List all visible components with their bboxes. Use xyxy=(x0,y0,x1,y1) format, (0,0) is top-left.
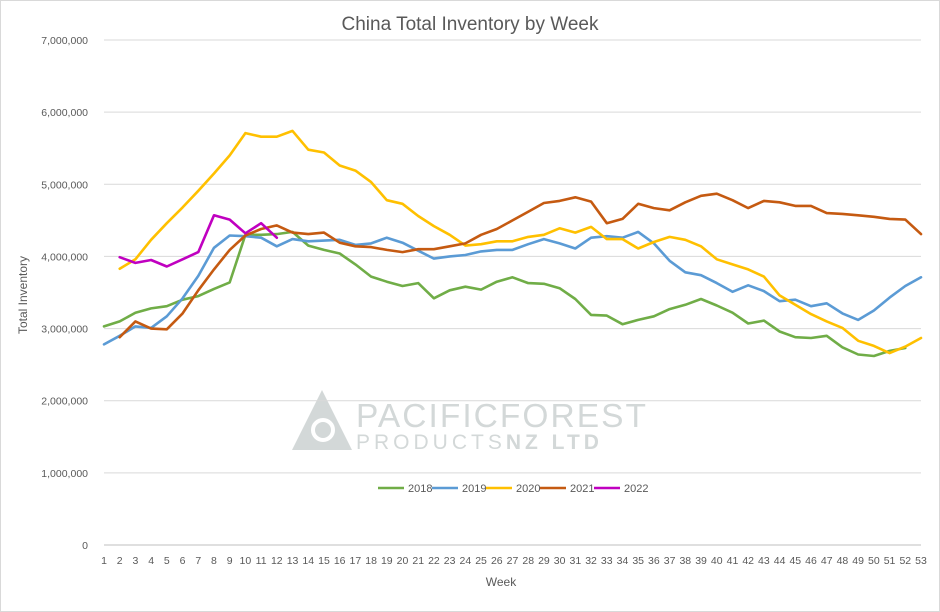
x-tick-label: 24 xyxy=(460,555,472,567)
x-tick-label: 51 xyxy=(884,555,896,567)
x-tick-label: 13 xyxy=(287,555,299,567)
x-tick-label: 10 xyxy=(240,555,252,567)
x-tick-label: 33 xyxy=(601,555,613,567)
watermark-line2-bold: NZ LTD xyxy=(506,431,603,454)
x-tick-label: 40 xyxy=(711,555,723,567)
y-tick-label: 6,000,000 xyxy=(41,107,88,119)
legend-label-2018: 2018 xyxy=(408,483,432,495)
x-tick-label: 18 xyxy=(365,555,377,567)
legend-label-2020: 2020 xyxy=(516,483,540,495)
y-tick-label: 5,000,000 xyxy=(41,179,88,191)
x-tick-label: 14 xyxy=(302,555,314,567)
y-tick-label: 0 xyxy=(82,540,88,552)
x-tick-label: 49 xyxy=(852,555,864,567)
x-tick-label: 50 xyxy=(868,555,880,567)
y-tick-label: 1,000,000 xyxy=(41,468,88,480)
x-tick-label: 25 xyxy=(475,555,487,567)
y-tick-label: 4,000,000 xyxy=(41,251,88,263)
x-tick-label: 30 xyxy=(554,555,566,567)
x-tick-label: 53 xyxy=(915,555,927,567)
x-tick-label: 12 xyxy=(271,555,283,567)
x-tick-label: 7 xyxy=(195,555,201,567)
x-tick-label: 47 xyxy=(821,555,833,567)
series-line-2018 xyxy=(102,230,907,358)
x-tick-label: 41 xyxy=(727,555,739,567)
x-tick-label: 15 xyxy=(318,555,330,567)
legend-label-2022: 2022 xyxy=(624,483,648,495)
x-tick-label: 22 xyxy=(428,555,440,567)
x-tick-label: 44 xyxy=(774,555,786,567)
x-axis-label: Week xyxy=(486,575,517,589)
x-tick-label: 32 xyxy=(585,555,597,567)
x-tick-label: 27 xyxy=(507,555,519,567)
x-tick-label: 48 xyxy=(837,555,849,567)
x-tick-label: 52 xyxy=(899,555,911,567)
x-tick-label: 11 xyxy=(256,555,267,567)
x-tick-label: 4 xyxy=(148,555,154,567)
x-tick-label: 37 xyxy=(664,555,676,567)
x-tick-label: 21 xyxy=(412,555,424,567)
x-tick-label: 2 xyxy=(117,555,123,567)
x-tick-label: 45 xyxy=(789,555,801,567)
series-line-2020 xyxy=(118,129,923,355)
x-tick-label: 19 xyxy=(381,555,393,567)
watermark-logo: PACIFICFOREST PRODUCTSNZ LTD xyxy=(292,390,648,454)
x-tick-label: 39 xyxy=(695,555,707,567)
x-tick-label: 17 xyxy=(350,555,362,567)
x-tick-label: 46 xyxy=(805,555,817,567)
x-tick-label: 38 xyxy=(679,555,691,567)
legend-label-2021: 2021 xyxy=(570,483,594,495)
series-line-2021 xyxy=(118,192,923,339)
x-tick-label: 5 xyxy=(164,555,170,567)
x-tick-label: 6 xyxy=(180,555,186,567)
watermark-line2-main: PRODUCTS xyxy=(356,431,506,454)
x-tick-label: 31 xyxy=(570,555,582,567)
x-tick-label: 1 xyxy=(101,555,107,567)
legend: 2018 2019 2020 2021 2022 xyxy=(378,483,648,495)
x-tick-label: 43 xyxy=(758,555,770,567)
y-axis-label: Total Inventory xyxy=(16,256,30,334)
x-tick-label: 9 xyxy=(227,555,233,567)
x-tick-label: 34 xyxy=(617,555,629,567)
x-tick-label: 8 xyxy=(211,555,217,567)
watermark-line2: PRODUCTSNZ LTD xyxy=(356,431,603,454)
series-line-2022 xyxy=(118,214,279,268)
x-tick-label: 26 xyxy=(491,555,503,567)
series-line-2019 xyxy=(102,230,923,346)
x-tick-label: 16 xyxy=(334,555,346,567)
chart-title: China Total Inventory by Week xyxy=(342,14,599,35)
x-tick-label: 36 xyxy=(648,555,660,567)
watermark-swirl-icon xyxy=(311,418,335,442)
x-tick-label: 28 xyxy=(522,555,534,567)
x-tick-label: 3 xyxy=(133,555,139,567)
x-tick-label: 35 xyxy=(632,555,644,567)
y-tick-label: 7,000,000 xyxy=(41,35,88,47)
watermark-line1: PACIFICFOREST xyxy=(356,397,648,434)
x-tick-label: 29 xyxy=(538,555,550,567)
x-tick-label: 20 xyxy=(397,555,409,567)
x-tick-label: 23 xyxy=(444,555,456,567)
x-tick-label: 42 xyxy=(742,555,754,567)
y-tick-label: 3,000,000 xyxy=(41,324,88,336)
legend-label-2019: 2019 xyxy=(462,483,486,495)
y-tick-label: 2,000,000 xyxy=(41,396,88,408)
